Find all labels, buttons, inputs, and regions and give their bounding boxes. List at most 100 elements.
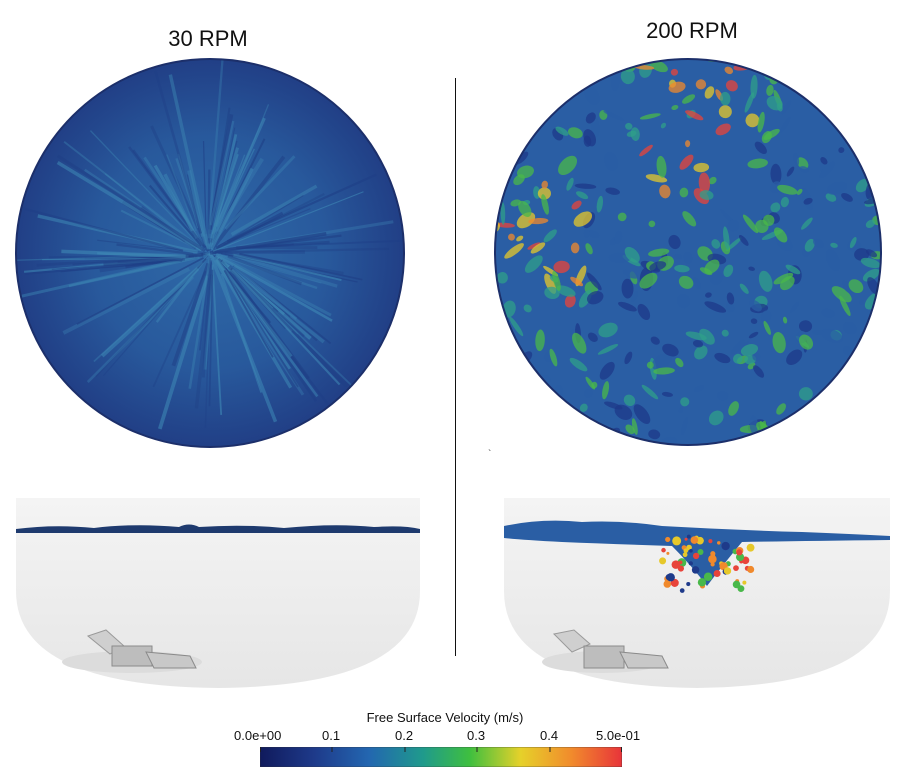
vortex-droplet [665, 536, 671, 543]
velocity-streak [166, 154, 197, 232]
turbulence-patch [586, 290, 604, 305]
turbulence-patch [676, 293, 691, 309]
velocity-streak [19, 206, 184, 252]
vortex-droplet [679, 588, 685, 593]
turbulence-patch [770, 163, 782, 185]
turbulence-patch [582, 420, 594, 428]
velocity-streak [204, 261, 212, 428]
turbulence-patch [670, 68, 679, 76]
turbulence-patch [496, 272, 508, 284]
velocity-streak [209, 167, 254, 250]
turbulence-patch [574, 183, 597, 189]
velocity-streak [116, 243, 194, 256]
turbulence-patch [763, 128, 780, 140]
turbulence-patch [501, 139, 509, 149]
turbulence-patch [604, 401, 623, 410]
turbulence-patch [558, 421, 570, 432]
velocity-streak [211, 264, 223, 415]
turbulence-patch [516, 212, 536, 229]
turbulence-patch [777, 184, 798, 195]
velocity-streak [93, 261, 204, 363]
turbulence-patch [812, 62, 828, 75]
turbulence-patch [814, 82, 826, 95]
velocity-streak [203, 274, 214, 370]
turbulence-patch [583, 388, 593, 398]
turbulence-patch [798, 320, 813, 333]
turbulence-patch [860, 392, 875, 403]
turbulence-patch [518, 200, 532, 217]
turbulence-patch [830, 102, 843, 113]
turbulence-patch [705, 292, 712, 298]
turbulence-patch [502, 410, 513, 425]
turbulence-patch [679, 187, 689, 198]
turbulence-patch [516, 235, 524, 242]
turbulence-patch [623, 394, 636, 406]
turbulence-patch [870, 126, 878, 136]
velocity-streak [232, 253, 342, 282]
velocity-streak [103, 252, 204, 267]
turbulence-patch [502, 98, 516, 113]
turbulence-patch [747, 158, 768, 169]
turbulence-patch [599, 361, 615, 380]
colorbar-tick-label: 0.0e+00 [234, 728, 282, 743]
turbulence-patch [504, 75, 518, 90]
turbulence-patch [825, 193, 837, 202]
turbulence-patch [518, 110, 542, 127]
turbulence-patch [723, 264, 734, 278]
velocity-streak [177, 153, 209, 249]
turbulence-patch [870, 180, 881, 194]
turbulence-patch [726, 292, 735, 305]
turbulence-patch [699, 267, 713, 276]
turbulence-patch [694, 345, 708, 360]
velocity-streak [213, 154, 246, 233]
turbulence-patch [763, 320, 771, 335]
velocity-streak [227, 254, 302, 286]
turbulence-patch [648, 248, 670, 257]
turbulence-patch [804, 416, 822, 430]
turbulence-patch [749, 299, 762, 312]
turbulence-patch [699, 328, 715, 345]
turbulence-patch [682, 211, 697, 227]
vortex-droplet [732, 580, 741, 589]
turbulence-patch [603, 151, 619, 171]
turbulence-patch [682, 94, 696, 104]
velocity-streak [223, 208, 311, 246]
turbulence-patch [865, 219, 876, 229]
turbulence-patch [569, 357, 588, 372]
turbulence-patch [524, 255, 543, 273]
vortex-droplet [746, 543, 755, 552]
turbulence-patch [650, 336, 660, 345]
turbulence-patch [504, 133, 516, 145]
turbulence-patch [820, 157, 828, 165]
turbulence-patch [584, 86, 600, 105]
turbulence-patch [639, 272, 658, 289]
turbulence-patch [639, 113, 661, 120]
turbulence-patch [567, 127, 583, 139]
turbulence-patch [591, 433, 605, 445]
turbulence-patch [877, 163, 881, 175]
turbulence-patch [862, 268, 880, 282]
vortex-droplet [682, 552, 688, 558]
turbulence-patch [745, 113, 760, 128]
turbulence-patch [685, 331, 707, 341]
vortex-droplet [692, 552, 700, 560]
turbulence-patch [624, 351, 633, 365]
turbulence-patch [597, 344, 619, 355]
turbulence-patch [549, 348, 558, 367]
turbulence-patch [799, 334, 814, 350]
vortex-droplet [663, 580, 672, 588]
turbulence-patch [818, 90, 837, 105]
surface-velocity-disc-200rpm [494, 58, 882, 446]
turbulence-patch [564, 294, 576, 308]
turbulence-patch [773, 227, 788, 243]
velocity-streak [215, 252, 318, 290]
turbulence-patch [798, 387, 813, 401]
turbulence-patch [858, 299, 865, 306]
turbulence-patch [776, 103, 783, 112]
velocity-streak [232, 264, 332, 345]
turbulence-patch [497, 135, 507, 146]
velocity-streak [230, 184, 318, 236]
velocity-streak [63, 140, 202, 249]
turbulence-patch [551, 426, 558, 436]
velocity-streak [215, 258, 293, 358]
